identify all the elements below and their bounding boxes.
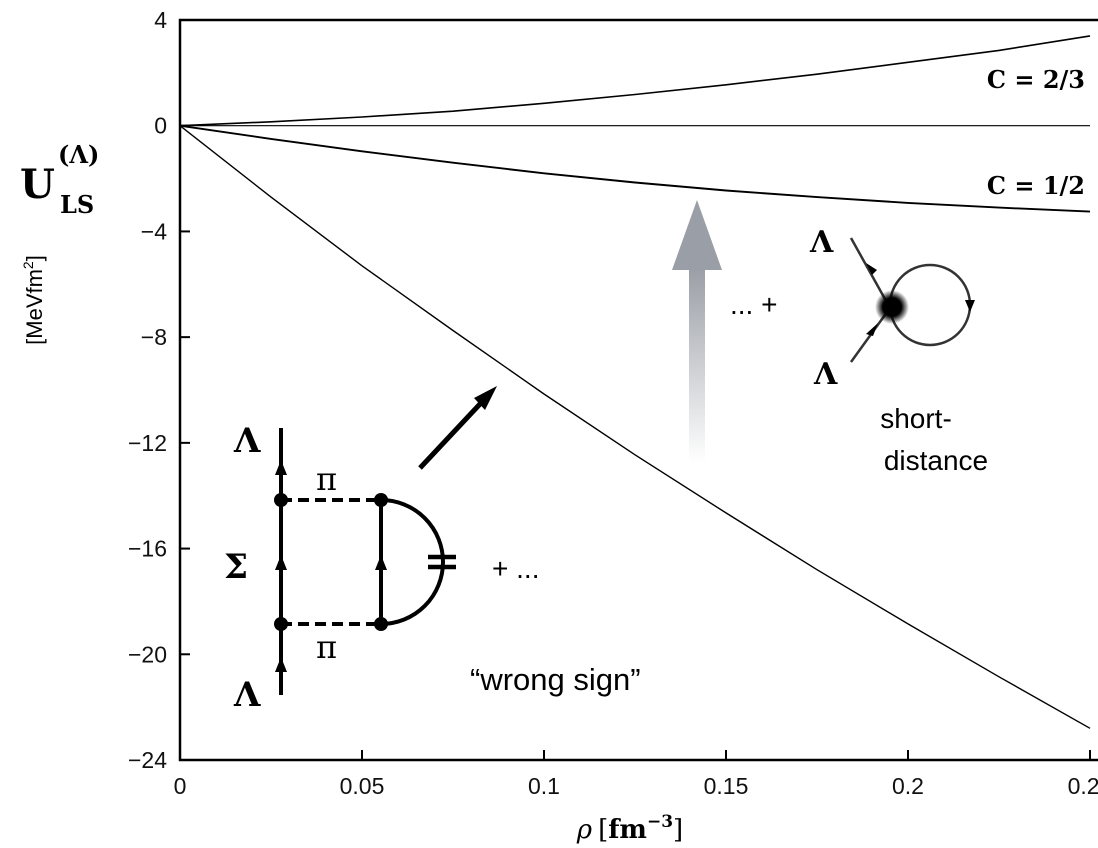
series-line-0 xyxy=(179,35,1091,127)
ticks-layer: 0 0.05 0.1 0.15 0.2 0.25 4 0 −4 −8 −12 −16 −20 −24 xyxy=(128,7,1098,799)
pion-exchange-diagram: Λ Σ Λ π π + ... “wrong sign” xyxy=(224,421,641,715)
pi-bottom: π xyxy=(316,628,337,666)
y-label-unit: [MeVfm2] xyxy=(20,255,47,345)
y-tick-label-0: 4 xyxy=(154,7,167,33)
lambda-bottom: Λ xyxy=(233,675,261,715)
nucleon-hole-arc xyxy=(380,498,445,626)
short-distance-line2: distance xyxy=(884,445,988,476)
y-tick-label-4: −12 xyxy=(128,430,167,456)
shift-arrow-shaft xyxy=(689,268,705,463)
label-c-2-3: C = 2/3 xyxy=(987,65,1085,94)
y-tick-label-6: −20 xyxy=(128,641,167,667)
x-tick-label-4: 0.2 xyxy=(892,773,924,799)
lambda-bottom-short: Λ xyxy=(813,357,838,392)
plot-frame xyxy=(178,18,1098,762)
y-label-sub: LS xyxy=(60,190,94,219)
series-line-3 xyxy=(179,125,1091,729)
x-label-unit: fm xyxy=(608,815,647,845)
x-tick-label-1: 0.05 xyxy=(340,773,385,799)
lambda-out-arrow xyxy=(866,263,877,275)
short-distance-line1: short- xyxy=(880,403,952,434)
vertex-1 xyxy=(274,493,288,507)
baryon-arrow-1 xyxy=(275,460,287,475)
series-layer xyxy=(179,35,1091,729)
vertex-blob xyxy=(875,290,909,324)
baryon-arrow-3 xyxy=(275,657,287,672)
x-label-sym: ρ xyxy=(576,815,593,845)
x-axis-label: ρ [fm−3] xyxy=(576,812,683,845)
series-line-2 xyxy=(179,124,1091,213)
y-tick-label-3: −8 xyxy=(141,324,167,350)
shift-arrow xyxy=(672,200,722,463)
vertex-4 xyxy=(374,617,388,631)
x-label-close: ] xyxy=(673,815,683,845)
label-c-1-2: C = 1/2 xyxy=(987,171,1085,200)
short-distance-diagram: ... + Λ Λ short- distance xyxy=(730,225,988,476)
pointer-arrow-shaft xyxy=(418,402,482,470)
lambda-top: Λ xyxy=(233,421,261,461)
y-tick-label-1: 0 xyxy=(154,113,167,139)
lambda-top-short: Λ xyxy=(809,225,834,260)
y-unit-exp: 2 xyxy=(20,261,36,269)
y-tick-label-7: −24 xyxy=(128,747,167,773)
y-unit-close: ] xyxy=(22,255,47,261)
y-label-sup: (Λ) xyxy=(58,140,99,169)
vertex-3 xyxy=(374,493,388,507)
baryon-arrow-2 xyxy=(275,555,287,570)
nucleon-arrow xyxy=(375,555,387,570)
lambda-in-arrow xyxy=(866,323,878,336)
x-label-exp: −3 xyxy=(647,812,673,832)
y-tick-label-5: −16 xyxy=(128,536,167,562)
x-label-open: [ xyxy=(598,815,608,845)
pointer-arrow-head xyxy=(474,386,497,410)
wrong-sign-label: “wrong sign” xyxy=(470,662,641,697)
y-unit-prefix: [MeVfm xyxy=(22,269,47,345)
y-axis-label: U (Λ) LS [MeVfm2] xyxy=(20,140,99,345)
x-tick-label-2: 0.1 xyxy=(528,773,560,799)
x-tick-label-3: 0.15 xyxy=(704,773,749,799)
pointer-arrow xyxy=(418,386,497,470)
dots-plus-label: ... + xyxy=(730,289,777,320)
vertex-2 xyxy=(274,617,288,631)
loop-arrow xyxy=(965,300,975,312)
x-tick-label-5: 0.25 xyxy=(1068,773,1098,799)
shift-arrow-head xyxy=(672,200,722,270)
y-label-main: U xyxy=(20,161,55,208)
y-tick-label-2: −4 xyxy=(141,218,167,244)
plus-dots-label: + ... xyxy=(492,553,539,584)
pi-top: π xyxy=(316,460,337,498)
sigma-label: Σ xyxy=(224,547,248,587)
x-tick-label-0: 0 xyxy=(174,773,187,799)
